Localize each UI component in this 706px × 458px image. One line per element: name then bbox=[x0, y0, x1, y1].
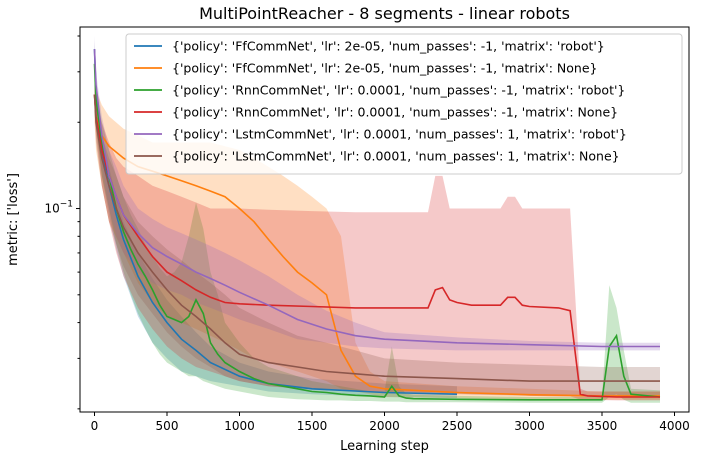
y-tick-label: 10−1 bbox=[44, 200, 73, 216]
chart-title: MultiPointReacher - 8 segments - linear … bbox=[199, 4, 570, 23]
legend-label-4: {'policy': 'RnnCommNet', 'lr': 0.0001, '… bbox=[172, 105, 618, 120]
x-tick-label: 1500 bbox=[297, 419, 328, 433]
x-tick-label: 0 bbox=[91, 419, 99, 433]
legend-label-6: {'policy': 'LstmCommNet', 'lr': 0.0001, … bbox=[172, 149, 620, 164]
line-series-3 bbox=[93, 63, 661, 401]
band-series-4 bbox=[94, 84, 660, 401]
series-lines bbox=[93, 49, 661, 401]
legend-box bbox=[125, 33, 683, 175]
legend-label-1: {'policy': 'FfCommNet', 'lr': 2e-05, 'nu… bbox=[172, 39, 605, 54]
band-series-5 bbox=[94, 36, 660, 351]
x-tick-label: 2000 bbox=[369, 419, 400, 433]
x-tick-label: 2500 bbox=[442, 419, 473, 433]
legend-label-3: {'policy': 'RnnCommNet', 'lr': 0.0001, '… bbox=[172, 83, 625, 98]
line-series-5 bbox=[93, 49, 660, 348]
legend: {'policy': 'FfCommNet', 'lr': 2e-05, 'nu… bbox=[125, 33, 683, 175]
x-axis: 0 500 1000 1500 2000 2500 3000 3500 4000 bbox=[91, 412, 690, 433]
band-series-6 bbox=[94, 80, 660, 398]
y-axis-label: metric: ['loss'] bbox=[6, 173, 21, 266]
x-tick-label: 4000 bbox=[659, 419, 690, 433]
x-tick-label: 3000 bbox=[514, 419, 545, 433]
line-series-6 bbox=[93, 94, 660, 382]
x-tick-label: 500 bbox=[156, 419, 179, 433]
legend-label-5: {'policy': 'LstmCommNet', 'lr': 0.0001, … bbox=[172, 127, 627, 142]
x-axis-label: Learning step bbox=[340, 439, 429, 454]
legend-label-2: {'policy': 'FfCommNet', 'lr': 2e-05, 'nu… bbox=[172, 61, 598, 76]
x-tick-label: 1000 bbox=[224, 419, 255, 433]
line-series-4 bbox=[93, 94, 660, 398]
y-axis: 10−1 bbox=[44, 35, 80, 410]
x-tick-label: 3500 bbox=[587, 419, 618, 433]
